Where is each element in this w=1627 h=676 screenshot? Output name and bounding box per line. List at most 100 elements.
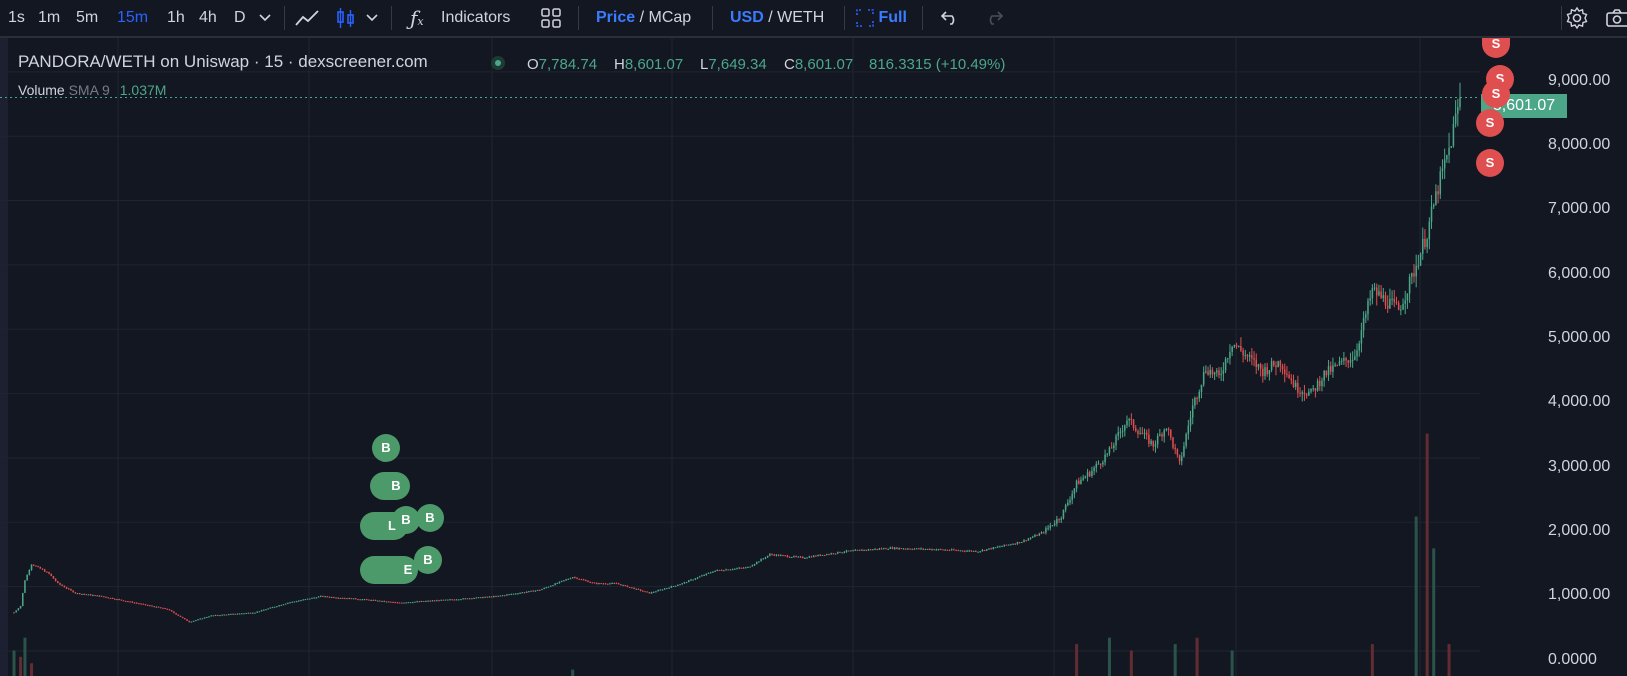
candle-body <box>1007 544 1010 546</box>
candle-body <box>1012 543 1014 545</box>
usd-option[interactable]: USD <box>730 9 764 26</box>
camera-icon[interactable] <box>1606 0 1627 36</box>
volume-label[interactable]: Volume <box>18 82 65 98</box>
sell-marker[interactable]: S <box>1476 109 1504 137</box>
candle-body <box>589 581 591 583</box>
candle-body <box>416 601 418 603</box>
sell-marker[interactable]: S <box>1482 37 1510 58</box>
candle-body <box>983 549 986 551</box>
candle-body <box>510 594 513 596</box>
buy-marker[interactable]: B <box>392 506 420 534</box>
buy-marker[interactable]: B <box>414 546 442 574</box>
candle-body <box>1441 168 1444 172</box>
candle-body <box>1457 107 1459 114</box>
toolbar-divider <box>578 6 579 30</box>
candle-body <box>1097 463 1100 465</box>
candle-body <box>1349 360 1352 363</box>
candle-body <box>1426 239 1428 248</box>
candle-body <box>902 548 905 550</box>
buy-marker[interactable]: B <box>372 434 400 462</box>
candle-body <box>1124 425 1126 431</box>
candle-body <box>764 557 767 559</box>
candle-body <box>727 569 730 571</box>
candle-body <box>742 567 745 569</box>
candle-body <box>70 589 72 591</box>
candle-body <box>939 549 942 551</box>
candle-body <box>1189 417 1192 426</box>
interval-1m[interactable]: 1m <box>38 9 61 26</box>
chart-type-chevron-icon[interactable] <box>366 0 378 36</box>
undo-icon[interactable] <box>940 0 960 36</box>
candle-body <box>514 593 517 595</box>
candle-body <box>631 587 633 589</box>
candle-body <box>823 554 826 556</box>
volume-bar <box>1230 650 1234 676</box>
symbol-title[interactable]: PANDORA/WETH on Uniswap · 15 · dexscreen… <box>18 52 428 71</box>
mcap-option[interactable]: MCap <box>648 9 692 26</box>
interval-d[interactable]: D <box>234 9 246 26</box>
candle-body <box>1400 309 1402 311</box>
settings-gear-icon[interactable] <box>1565 0 1589 36</box>
line-chart-icon[interactable] <box>294 0 322 36</box>
candle-body <box>1049 525 1052 528</box>
interval-dropdown-chevron-icon[interactable] <box>259 0 271 36</box>
candle-body <box>585 580 587 582</box>
candle-body <box>440 599 442 601</box>
price-option[interactable]: Price <box>596 9 636 26</box>
interval-4h[interactable]: 4h <box>199 9 217 26</box>
candle-body <box>716 569 719 571</box>
candle-body <box>346 598 348 600</box>
buy-marker[interactable]: B <box>416 504 444 532</box>
candle-body <box>1163 430 1165 437</box>
buy-marker[interactable]: B <box>370 472 410 500</box>
interval-5m[interactable]: 5m <box>76 9 99 26</box>
candle-body <box>907 548 909 550</box>
function-icon[interactable]: ƒx <box>410 6 424 30</box>
sell-marker[interactable]: S <box>1482 80 1510 108</box>
candle-body <box>915 548 918 550</box>
candle-body <box>359 599 361 601</box>
candle-body <box>83 593 85 595</box>
candle-body <box>731 569 734 571</box>
candle-body <box>679 584 681 586</box>
candle-body <box>1294 382 1297 387</box>
candle-body <box>1176 449 1179 455</box>
redo-icon[interactable] <box>984 0 1004 36</box>
fullscreen-button[interactable]: Full <box>856 0 907 36</box>
candle-body <box>683 582 686 584</box>
sell-marker[interactable]: S <box>1476 149 1504 177</box>
candle-body <box>442 599 445 601</box>
interval-15m[interactable]: 15m <box>117 9 149 26</box>
candle-body <box>192 620 195 622</box>
candle-body <box>212 615 215 617</box>
weth-option[interactable]: WETH <box>777 9 825 26</box>
interval-1s[interactable]: 1s <box>8 9 25 26</box>
indicators-button[interactable]: Indicators <box>441 9 511 26</box>
candle-body <box>1404 300 1406 304</box>
buy-marker-cluster[interactable]: E <box>360 556 418 584</box>
candle-body <box>330 597 333 599</box>
candle-body <box>694 578 697 580</box>
candle-body <box>394 602 396 604</box>
price-chart[interactable] <box>0 38 1627 676</box>
currency-toggle[interactable]: USD / WETH <box>730 0 824 36</box>
candle-body <box>304 599 307 601</box>
candle-body <box>405 602 407 604</box>
candlestick-icon[interactable] <box>336 0 356 36</box>
candle-body <box>1110 447 1113 449</box>
candle-body <box>633 587 635 590</box>
layout-grid-icon[interactable] <box>540 0 562 36</box>
candle-body <box>626 585 629 588</box>
candle-body <box>893 547 896 549</box>
candle-body <box>179 615 182 617</box>
candle-body <box>1137 430 1139 434</box>
candle-body <box>1351 359 1354 361</box>
candle-body <box>287 602 289 604</box>
price-mcap-toggle[interactable]: Price / MCap <box>596 0 691 36</box>
interval-1h[interactable]: 1h <box>167 9 185 26</box>
candle-body <box>1216 370 1218 373</box>
candle-body <box>447 599 449 601</box>
candle-body <box>1231 346 1233 352</box>
candle-body <box>571 577 574 579</box>
chart-area[interactable] <box>0 38 1627 676</box>
